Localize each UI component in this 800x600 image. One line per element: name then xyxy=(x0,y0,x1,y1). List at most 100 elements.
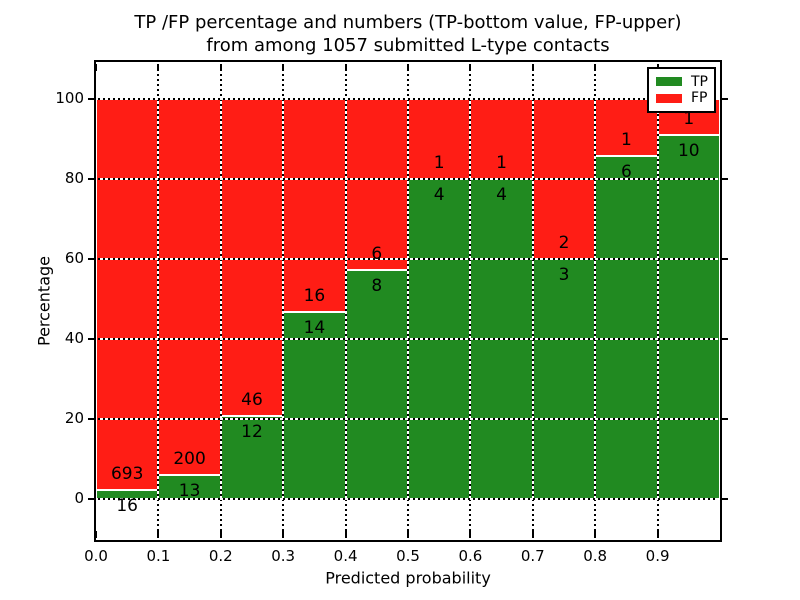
bar-segment-fp xyxy=(345,99,408,271)
x-tick-label: 0.5 xyxy=(396,547,420,565)
fp-count-label: 200 xyxy=(173,448,206,469)
tp-count-label: 16 xyxy=(116,495,138,516)
x-tick-bottom xyxy=(157,531,160,538)
y-tick-label: 80 xyxy=(64,169,84,187)
gridline-horizontal xyxy=(98,498,718,500)
x-tick-bottom xyxy=(469,531,472,538)
fp-count-label: 46 xyxy=(241,390,263,411)
gridline-vertical xyxy=(531,64,534,538)
legend-swatch-tp xyxy=(656,77,682,87)
legend-label-tp: TP xyxy=(691,73,708,90)
bar-segment-fp xyxy=(408,99,471,179)
legend-entry-tp: TP xyxy=(656,73,708,90)
gridline-horizontal xyxy=(98,338,718,340)
y-tick-label: 20 xyxy=(64,409,84,427)
y-tick-left xyxy=(88,178,96,180)
x-tick-label: 0.8 xyxy=(583,547,608,565)
legend-entry-fp: FP xyxy=(656,90,708,107)
x-tick-top xyxy=(594,64,597,71)
gridline-vertical xyxy=(219,64,222,538)
bar-segment-tp xyxy=(532,259,596,499)
x-tick-bottom xyxy=(219,531,222,538)
tp-count-label: 4 xyxy=(433,185,445,205)
gridline-vertical xyxy=(407,64,409,538)
tp-count-label: 14 xyxy=(303,318,326,339)
y-tick-left xyxy=(88,338,96,340)
gridline-horizontal xyxy=(98,418,718,420)
bar-segment-fp xyxy=(283,99,346,313)
fp-count-label: 1 xyxy=(620,130,632,151)
y-tick-left xyxy=(88,498,96,500)
tp-count-label: 12 xyxy=(241,422,263,443)
x-tick-top xyxy=(95,64,97,71)
y-tick-label: 60 xyxy=(64,249,84,267)
y-tick-left xyxy=(88,418,96,420)
bar-segment-tp xyxy=(595,156,658,499)
x-tick-top xyxy=(282,64,285,71)
x-tick-bottom xyxy=(594,531,597,538)
fp-count-label: 1 xyxy=(433,153,445,173)
tp-count-label: 8 xyxy=(371,276,383,297)
x-tick-bottom xyxy=(531,531,534,538)
fp-count-label: 6 xyxy=(371,244,383,265)
y-tick-left xyxy=(88,98,96,100)
y-tick-label: 0 xyxy=(74,489,84,507)
gridline-vertical xyxy=(594,64,597,538)
chart-title-line1: TP /FP percentage and numbers (TP-bottom… xyxy=(134,12,682,33)
x-tick-top xyxy=(219,64,222,71)
gridline-horizontal xyxy=(98,258,718,260)
x-tick-label: 0.9 xyxy=(645,547,670,565)
gridline-horizontal xyxy=(98,98,718,100)
fp-count-label: 2 xyxy=(558,233,570,253)
x-tick-label: 0.7 xyxy=(520,547,545,565)
y-tick-right xyxy=(720,338,728,340)
bar-segment-tp xyxy=(345,270,408,499)
x-tick-top xyxy=(469,64,472,71)
x-tick-top xyxy=(531,64,534,71)
x-tick-top xyxy=(157,64,160,71)
x-axis-label: Predicted probability xyxy=(325,568,491,588)
fp-count-label: 1 xyxy=(683,109,695,130)
tp-count-label: 4 xyxy=(496,185,507,205)
gridline-vertical xyxy=(469,64,472,538)
x-tick-bottom xyxy=(95,531,97,538)
tp-count-label: 3 xyxy=(558,265,570,285)
tp-count-label: 13 xyxy=(178,480,201,501)
gridline-vertical xyxy=(282,64,285,538)
y-tick-left xyxy=(88,258,96,260)
bar-segment-tp xyxy=(283,312,346,499)
y-tick-right xyxy=(720,418,728,420)
x-tick-bottom xyxy=(344,531,347,538)
y-tick-right xyxy=(720,498,728,500)
x-tick-label: 0.6 xyxy=(458,547,483,565)
gridline-horizontal xyxy=(98,178,718,180)
x-tick-top xyxy=(407,64,409,71)
x-tick-bottom xyxy=(282,531,285,538)
legend: TP FP xyxy=(647,67,716,113)
y-tick-label: 40 xyxy=(64,329,84,347)
x-tick-label: 0.1 xyxy=(146,547,171,565)
legend-label-fp: FP xyxy=(691,90,708,107)
x-tick-bottom xyxy=(656,531,659,538)
y-tick-right xyxy=(720,98,728,100)
legend-swatch-fp xyxy=(656,93,682,103)
fp-count-label: 16 xyxy=(303,286,326,307)
tp-count-label: 6 xyxy=(620,162,632,183)
chart-title: TP /FP percentage and numbers (TP-bottom… xyxy=(96,11,720,57)
gridline-vertical xyxy=(656,64,659,538)
fp-count-label: 693 xyxy=(110,463,144,484)
x-tick-label: 0.0 xyxy=(84,547,108,565)
x-tick-label: 0.2 xyxy=(208,547,233,565)
x-tick-label: 0.3 xyxy=(271,547,296,565)
y-tick-right xyxy=(720,178,728,180)
fp-count-label: 1 xyxy=(496,153,507,173)
x-tick-label: 0.4 xyxy=(333,547,358,565)
bar-segment-fp xyxy=(96,99,159,490)
gridline-vertical xyxy=(344,64,347,538)
y-tick-right xyxy=(720,258,728,260)
x-tick-bottom xyxy=(407,531,409,538)
chart-title-line2: from among 1057 submitted L-type contact… xyxy=(206,35,610,56)
bar-segment-tp xyxy=(657,135,720,499)
y-tick-label: 100 xyxy=(55,89,84,107)
